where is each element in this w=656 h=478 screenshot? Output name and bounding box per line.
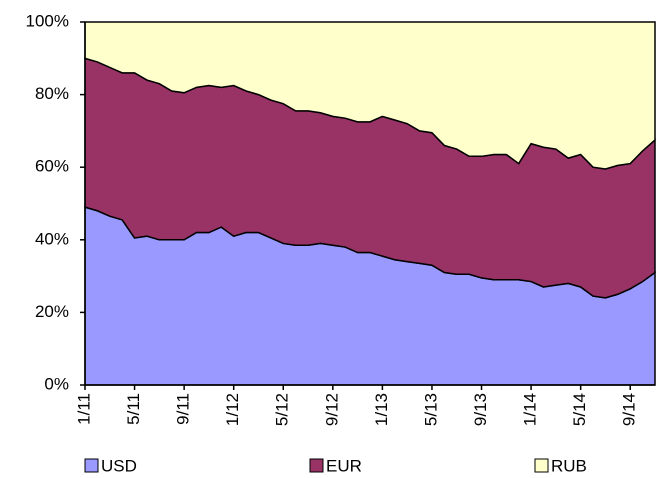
- x-tick-label: 9/11: [174, 393, 193, 425]
- x-tick-label: 1/11: [74, 393, 93, 425]
- x-tick-label: 5/11: [124, 393, 143, 425]
- area: [84, 21, 656, 170]
- x-tick-label: 9/12: [322, 393, 341, 426]
- x-tick-label: 5/13: [421, 393, 440, 426]
- legend-label: EUR: [326, 456, 362, 475]
- y-tick-label: 100%: [26, 11, 69, 30]
- legend-swatch: [84, 458, 99, 473]
- legend-label: USD: [101, 456, 137, 475]
- y-tick-label: 20%: [35, 302, 69, 321]
- x-tick-label: 5/12: [273, 393, 292, 426]
- x-tick-label: 5/14: [570, 393, 589, 426]
- x-tick-label: 9/13: [471, 393, 490, 426]
- x-tick-label: 9/14: [620, 393, 639, 426]
- legend-label: RUB: [551, 456, 587, 475]
- x-tick-label: 1/12: [223, 393, 242, 426]
- legend-swatch: [534, 458, 549, 473]
- x-tick-label: 1/13: [372, 393, 391, 426]
- x-tick-label: 1/14: [521, 393, 540, 426]
- y-tick-label: 80%: [35, 84, 69, 103]
- y-tick-label: 40%: [35, 229, 69, 248]
- legend-swatch: [309, 458, 324, 473]
- y-tick-label: 60%: [35, 157, 69, 176]
- y-tick-label: 0%: [44, 374, 69, 393]
